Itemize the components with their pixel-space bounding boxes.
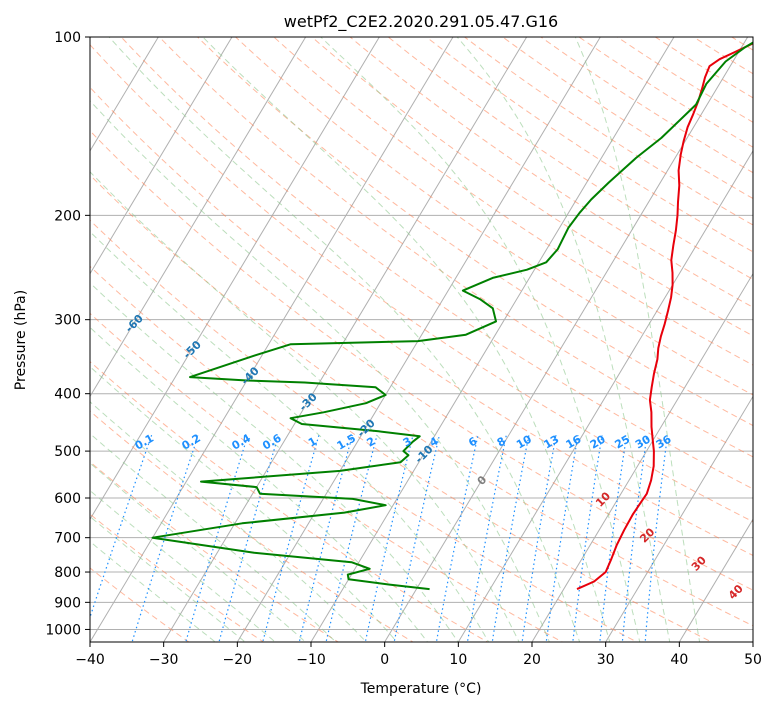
isotherm-line <box>90 37 233 275</box>
mixing-ratio-line <box>572 435 603 642</box>
y-tick-label: 700 <box>54 531 81 547</box>
isotherm-line <box>236 37 601 642</box>
mixing-ratio-line <box>393 435 440 642</box>
mixing-ratio-line <box>599 435 628 642</box>
x-tick-label: 20 <box>523 652 541 668</box>
isotherm-line <box>0 37 11 642</box>
y-tick-label: 300 <box>54 313 81 329</box>
moist-adiabat-line <box>456 37 671 642</box>
mixing-ratio-line <box>545 435 579 642</box>
axes: −40 −30 −20 −10 0 10 20 30 40 50 1000 900 800 700 600 5… <box>45 30 762 668</box>
x-tick-label: 50 <box>744 652 762 668</box>
moist-adiabat-line <box>90 230 490 642</box>
mixing-ratio-line <box>621 435 648 642</box>
y-tick-label: 500 <box>54 444 81 460</box>
dry-adiabat-line <box>158 37 753 458</box>
y-tick-label: 800 <box>54 565 81 581</box>
x-tick-label: 0 <box>380 652 389 668</box>
mixing-ratio-line <box>364 435 414 642</box>
mixing-ratio-line <box>262 435 320 642</box>
y-tick-label: 900 <box>54 595 81 611</box>
isotherm-line <box>678 518 753 642</box>
moist-adiabat-line <box>90 432 337 642</box>
mixing-ratio-line <box>435 435 479 642</box>
mixing-ratio-line <box>218 435 280 642</box>
isotherm-line <box>90 37 159 152</box>
y-tick-label: 600 <box>54 491 81 507</box>
dry-adiabat-line <box>425 37 753 253</box>
dry-adiabat-line <box>90 219 713 642</box>
x-tick-label: 40 <box>670 652 688 668</box>
y-tick-label: 1000 <box>45 622 81 638</box>
y-tick-label: 200 <box>54 208 81 224</box>
mixing-ratio-line <box>298 435 353 642</box>
mixing-ratio-line <box>521 435 557 642</box>
dry-adiabat-line <box>273 37 753 366</box>
mixing-ratio-line <box>325 435 378 642</box>
isotherm-line <box>310 37 675 642</box>
moist-adiabat-line <box>320 37 641 642</box>
dry-adiabat-line <box>90 265 639 642</box>
dry-adiabat-line <box>463 37 753 226</box>
isotherm-line <box>752 641 753 642</box>
x-tick-label: −40 <box>75 652 105 668</box>
mixing-ratio-line <box>185 435 249 642</box>
dry-adiabat-line <box>311 37 753 337</box>
x-tick-label: −30 <box>149 652 179 668</box>
mixing-ratio-line <box>491 435 530 642</box>
x-tick-label: −20 <box>223 652 253 668</box>
y-tick-label: 400 <box>54 387 81 403</box>
dry-adiabat-line <box>349 37 753 308</box>
isotherm-line <box>90 37 380 521</box>
isotherm-line <box>531 272 753 642</box>
isotherm-line <box>90 37 307 398</box>
dry-adiabat-line <box>540 37 753 174</box>
profile-lines <box>151 41 753 591</box>
dry-adiabat-line <box>90 513 265 642</box>
chart-title: wetPf2_C2E2.2020.291.05.47.G16 <box>284 12 558 32</box>
moist-adiabat-line <box>90 462 307 642</box>
moist-adiabat-line <box>90 326 429 642</box>
background-lines <box>0 37 753 642</box>
plot-background <box>90 37 753 642</box>
x-tick-label: 10 <box>449 652 467 668</box>
x-tick-label: 30 <box>597 652 615 668</box>
isotherm-line <box>457 149 753 642</box>
y-axis-label: Pressure (hPa) <box>13 290 29 390</box>
moist-adiabat-line <box>90 171 520 642</box>
x-tick-label: −10 <box>296 652 326 668</box>
dry-adiabat-line <box>234 37 753 396</box>
dewpoint-profile-line <box>151 41 753 591</box>
isotherm-line <box>90 37 454 642</box>
dry-adiabat-line <box>90 360 489 642</box>
mixing-ratio-line <box>644 435 669 642</box>
mixing-ratio-line <box>466 435 507 642</box>
dry-adiabat-line <box>90 174 753 627</box>
dry-adiabat-line <box>90 312 564 642</box>
moist-adiabat-line <box>90 489 276 642</box>
isotherm-line <box>605 395 753 642</box>
moist-adiabat-line <box>202 37 611 642</box>
dry-adiabat-line <box>501 37 753 200</box>
moist-adiabat-line <box>574 37 701 642</box>
moist-adiabat-line <box>90 366 398 642</box>
x-axis-label: Temperature (°C) <box>360 681 482 697</box>
dry-adiabat-line <box>90 410 414 642</box>
moist-adiabat-line <box>108 37 581 642</box>
plot-frame <box>89 36 754 643</box>
y-tick-label: 100 <box>54 30 81 46</box>
moist-adiabat-line <box>90 401 367 642</box>
dry-adiabat-line <box>387 37 753 280</box>
isotherm-line <box>384 37 749 642</box>
moist-adiabat-line <box>90 100 550 642</box>
